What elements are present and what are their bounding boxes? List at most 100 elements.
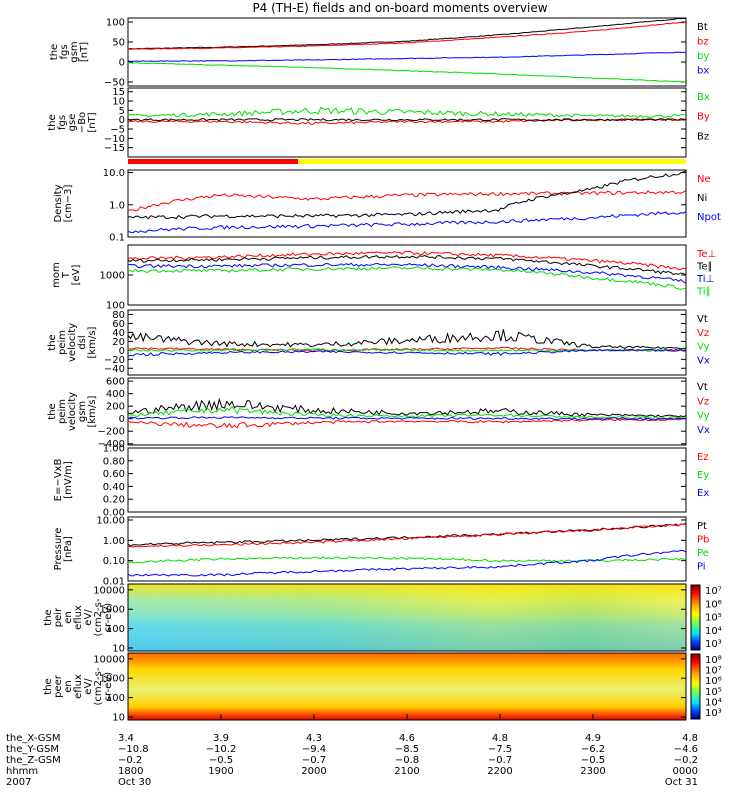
y-tick-label: 20 (112, 337, 125, 348)
series-velocity-gsm-Vx (127, 416, 687, 421)
state-bar-red (128, 159, 299, 164)
y-tick-label: −5 (110, 125, 125, 136)
series-density-Npot (127, 211, 687, 234)
y-tick-label: 1.0 (109, 200, 125, 211)
xaxis-row-label: the_X-GSM (6, 733, 60, 744)
y-tick-label: 0.10 (103, 556, 125, 567)
series-pressure-Pe (127, 556, 687, 564)
xaxis-value: 0000 (673, 766, 698, 777)
legend-bx: bx (697, 66, 709, 77)
series-pressure-Pi (127, 549, 687, 577)
y-tick-label: 10.0 (103, 168, 125, 179)
series-temperature-Te∥ (127, 254, 687, 276)
y-tick-label: 80 (112, 310, 125, 321)
colorbar-label: 10³ (705, 708, 722, 719)
legend-Vx: Vx (697, 425, 710, 436)
y-axis-label: Pressure[nPa] (53, 528, 74, 571)
legend-Ex: Ex (697, 488, 709, 499)
y-tick-label: 15 (112, 87, 125, 98)
legend-Bz: Bz (697, 131, 709, 142)
legend-by: by (697, 51, 709, 62)
y-tick-label: 400 (106, 389, 125, 400)
y-tick-label: 10 (112, 97, 125, 108)
xaxis-value: −7.5 (488, 744, 512, 755)
xaxis-value: 4.3 (306, 733, 322, 744)
legend-Te⊥: Te⊥ (696, 249, 716, 260)
xaxis-value: 2100 (394, 766, 419, 777)
y-tick-label: −20 (104, 355, 125, 366)
legend-Ez: Ez (697, 452, 709, 463)
panel-frame (127, 309, 687, 376)
series-density-Ne (127, 190, 687, 212)
legend-Vt: Vt (697, 314, 708, 325)
xaxis-value: 4.8 (492, 733, 508, 744)
legend-Pe: Pe (697, 548, 709, 559)
series-pressure-Pt (127, 523, 687, 547)
y-axis-label: thefgsgsm[nT] (49, 41, 90, 62)
panel-frame (127, 447, 687, 513)
y-tick-label: −200 (98, 427, 125, 438)
series-fgs-dsl-Bx (127, 106, 687, 118)
spacecraft-state-bar (128, 159, 686, 164)
xaxis-row-label: 2007 (6, 777, 31, 788)
electron-spectrogram-image (128, 653, 686, 720)
legend-Ti∥: Ti∥ (696, 287, 711, 298)
panel-frame (127, 17, 687, 87)
colorbar-label: 10⁵ (705, 613, 722, 624)
y-axis-label: thefgsgse−Bo[nT] (47, 112, 98, 133)
legend-Vy: Vy (697, 342, 710, 353)
xaxis-value: −0.2 (118, 755, 142, 766)
colorbar-label: 10⁶ (705, 599, 722, 610)
colorbar-label: 10⁷ (705, 666, 722, 677)
y-tick-label: 0 (119, 346, 125, 357)
panel-frame (127, 87, 687, 158)
y-axis-label: thepeimvelocitygsm[km/s] (47, 392, 98, 431)
y-tick-label: 10 (112, 643, 125, 654)
xaxis-value: −0.8 (395, 755, 419, 766)
xaxis-value: 2200 (487, 766, 512, 777)
y-axis-label: thepeimvelocitydsl[km/s] (47, 323, 98, 362)
y-tick-label: 1.00 (103, 444, 125, 455)
xaxis-value: −0.5 (581, 755, 605, 766)
xaxis-value: −0.7 (302, 755, 326, 766)
y-tick-label: 0.20 (103, 495, 125, 506)
legend-Pt: Pt (697, 521, 707, 532)
y-tick-label: 1.00 (103, 536, 125, 547)
xaxis-value: 4.9 (585, 733, 601, 744)
series-temperature-Ti∥ (127, 266, 687, 290)
y-tick-label: −10 (104, 134, 125, 145)
series-pressure-Pb (127, 523, 687, 548)
ion-spectrogram-overlay (128, 584, 686, 651)
xaxis-value: 4.6 (399, 733, 415, 744)
legend-Vy: Vy (697, 411, 710, 422)
series-fgs-gsm-bx (127, 51, 687, 62)
y-axis-label: thepeerenefluxeV/(cm2-s-sr-eV) (43, 667, 114, 705)
y-tick-label: 600 (106, 377, 125, 388)
panel-density: 10.0 1.0 0.1 Density[cm−3] Ne Ni Npot (53, 168, 721, 243)
xaxis-value: −0.2 (674, 755, 698, 766)
y-tick-label: 1000 (100, 674, 125, 685)
series-velocity-dsl-Vt (127, 329, 687, 350)
series-temperature-Ti⊥ (128, 262, 687, 284)
series-fgs-gsm-by (127, 62, 687, 83)
y-tick-label: 0.60 (103, 469, 125, 480)
colorbar-label: 10⁴ (705, 697, 722, 708)
panel-electron-spectrogram: 10000 1000 100 10 thepeerenefluxeV/(cm2-s-sr… (43, 652, 722, 723)
series-velocity-gsm-Vz (127, 418, 687, 429)
xaxis-value: −8.5 (395, 744, 419, 755)
series-fgs-gsm-Bt (127, 17, 687, 50)
legend-Te∥: Te∥ (696, 262, 713, 273)
y-tick-label: 100 (106, 18, 125, 29)
xaxis-value: −0.5 (209, 755, 233, 766)
colorbar-label: 10⁵ (705, 687, 722, 698)
y-tick-label: 100 (106, 693, 125, 704)
y-tick-label: 0.00 (103, 508, 125, 519)
y-tick-label: 0 (119, 414, 125, 425)
xaxis-value: 2000 (301, 766, 326, 777)
y-tick-label: 0.80 (103, 456, 125, 467)
xaxis-value: 1900 (208, 766, 233, 777)
legend-Npot: Npot (697, 212, 721, 223)
legend-Ni: Ni (697, 193, 707, 204)
